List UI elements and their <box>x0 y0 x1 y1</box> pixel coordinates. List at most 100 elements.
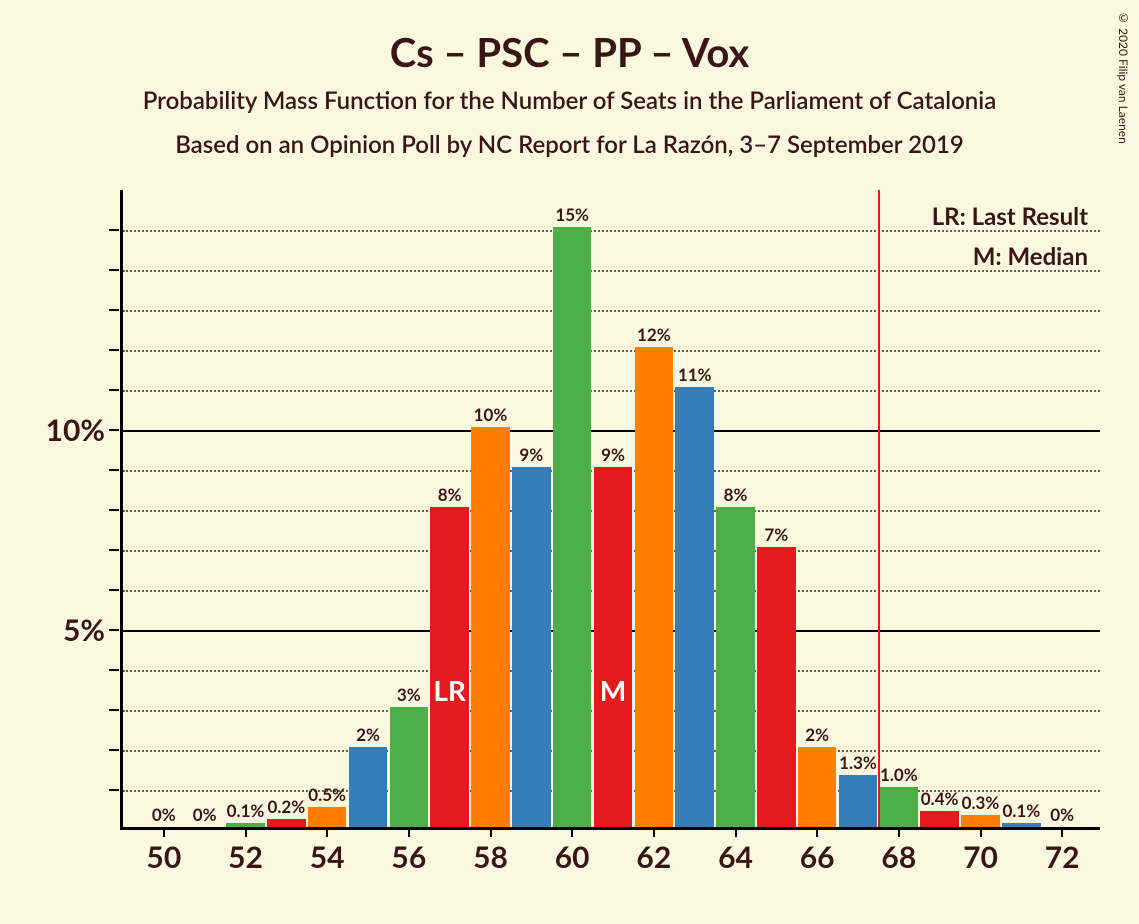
y-tick <box>109 589 119 591</box>
chart-title: Cs – PSC – PP – Vox <box>0 28 1139 76</box>
bar: 0.2% <box>267 819 305 827</box>
y-tick <box>109 749 119 751</box>
bar: 0.3% <box>961 815 999 827</box>
bar: 0.1% <box>226 823 264 827</box>
bar-value-label: 1.3% <box>839 752 877 773</box>
x-axis-label: 62 <box>636 839 671 875</box>
y-tick <box>109 789 119 791</box>
legend-last-result: LR: Last Result <box>932 202 1088 231</box>
y-tick <box>109 269 119 271</box>
bar: 8%LR <box>430 507 468 827</box>
x-axis-label: 54 <box>310 839 345 875</box>
bar: 9% <box>512 467 550 827</box>
x-tick <box>163 827 165 837</box>
x-axis-label: 58 <box>473 839 508 875</box>
x-tick <box>490 827 492 837</box>
chart-subtitle-1: Probability Mass Function for the Number… <box>0 86 1139 115</box>
bar: 1.0% <box>880 787 918 827</box>
bar-value-label: 0.4% <box>921 788 959 809</box>
bar-value-label: 3% <box>397 684 421 705</box>
y-tick <box>109 509 119 511</box>
threshold-line <box>878 190 880 827</box>
bar-annotation: M <box>600 673 626 707</box>
x-axis-label: 64 <box>718 839 753 875</box>
x-axis-label: 70 <box>963 839 998 875</box>
bar-value-label: 0.5% <box>308 784 346 805</box>
bar: 10% <box>471 427 509 827</box>
y-tick <box>109 349 119 351</box>
y-tick <box>109 309 119 311</box>
bar: 12% <box>635 347 673 827</box>
bar-value-label: 0% <box>193 804 217 825</box>
y-tick <box>109 229 119 231</box>
bar-value-label: 12% <box>637 324 671 345</box>
bar-value-label: 0.1% <box>227 800 265 821</box>
x-tick <box>571 827 573 837</box>
bar-value-label: 9% <box>519 444 543 465</box>
x-axis-label: 52 <box>228 839 263 875</box>
bar-value-label: 2% <box>805 724 829 745</box>
x-tick <box>735 827 737 837</box>
y-axis-label: 5% <box>63 612 105 648</box>
x-tick <box>816 827 818 837</box>
x-axis-label: 56 <box>391 839 426 875</box>
chart-subtitle-2: Based on an Opinion Poll by NC Report fo… <box>0 130 1139 159</box>
x-axis-label: 68 <box>881 839 916 875</box>
x-axis-label: 60 <box>555 839 590 875</box>
gridline <box>123 270 1100 272</box>
major-gridline <box>123 430 1100 432</box>
x-tick <box>653 827 655 837</box>
y-tick <box>109 429 119 431</box>
bar-value-label: 7% <box>764 524 788 545</box>
bar: 2% <box>798 747 836 827</box>
bar: 9%M <box>594 467 632 827</box>
bar-value-label: 0.2% <box>267 796 305 817</box>
bar-value-label: 0% <box>1050 804 1074 825</box>
bar: 0.4% <box>920 811 958 827</box>
y-tick <box>109 709 119 711</box>
copyright-text: © 2020 Filip van Laenen <box>1116 10 1131 144</box>
bar: 0.5% <box>308 807 346 827</box>
gridline <box>123 310 1100 312</box>
bar-value-label: 15% <box>555 204 589 225</box>
bar: 1.3% <box>839 775 877 827</box>
bar-value-label: 1.0% <box>880 764 918 785</box>
bar-value-label: 11% <box>678 364 712 385</box>
x-tick <box>980 827 982 837</box>
bar: 15% <box>553 227 591 827</box>
bar: 0.1% <box>1002 823 1040 827</box>
gridline <box>123 390 1100 392</box>
y-tick <box>109 389 119 391</box>
y-tick <box>109 629 119 631</box>
bar: 8% <box>716 507 754 827</box>
bar-value-label: 0% <box>152 804 176 825</box>
bar-value-label: 9% <box>601 444 625 465</box>
bar: 7% <box>757 547 795 827</box>
bar: 3% <box>390 707 428 827</box>
x-tick <box>408 827 410 837</box>
legend-median: M: Median <box>973 242 1088 271</box>
gridline <box>123 350 1100 352</box>
x-tick <box>326 827 328 837</box>
bar-value-label: 10% <box>474 404 508 425</box>
bar-value-label: 8% <box>438 484 462 505</box>
x-axis-label: 50 <box>146 839 181 875</box>
y-tick <box>109 469 119 471</box>
bar-value-label: 0.1% <box>1002 800 1040 821</box>
x-axis-label: 66 <box>800 839 835 875</box>
x-axis-label: 72 <box>1045 839 1080 875</box>
bar: 2% <box>349 747 387 827</box>
x-tick <box>898 827 900 837</box>
bar-value-label: 2% <box>356 724 380 745</box>
x-tick <box>1061 827 1063 837</box>
gridline <box>123 230 1100 232</box>
x-tick <box>245 827 247 837</box>
bar-value-label: 0.3% <box>962 792 1000 813</box>
bar-value-label: 8% <box>724 484 748 505</box>
bar-annotation: LR <box>433 673 466 707</box>
bar: 11% <box>675 387 713 827</box>
y-axis-label: 10% <box>46 412 105 448</box>
chart-container: Cs – PSC – PP – Vox Probability Mass Fun… <box>0 0 1139 924</box>
y-tick <box>109 549 119 551</box>
y-tick <box>109 669 119 671</box>
